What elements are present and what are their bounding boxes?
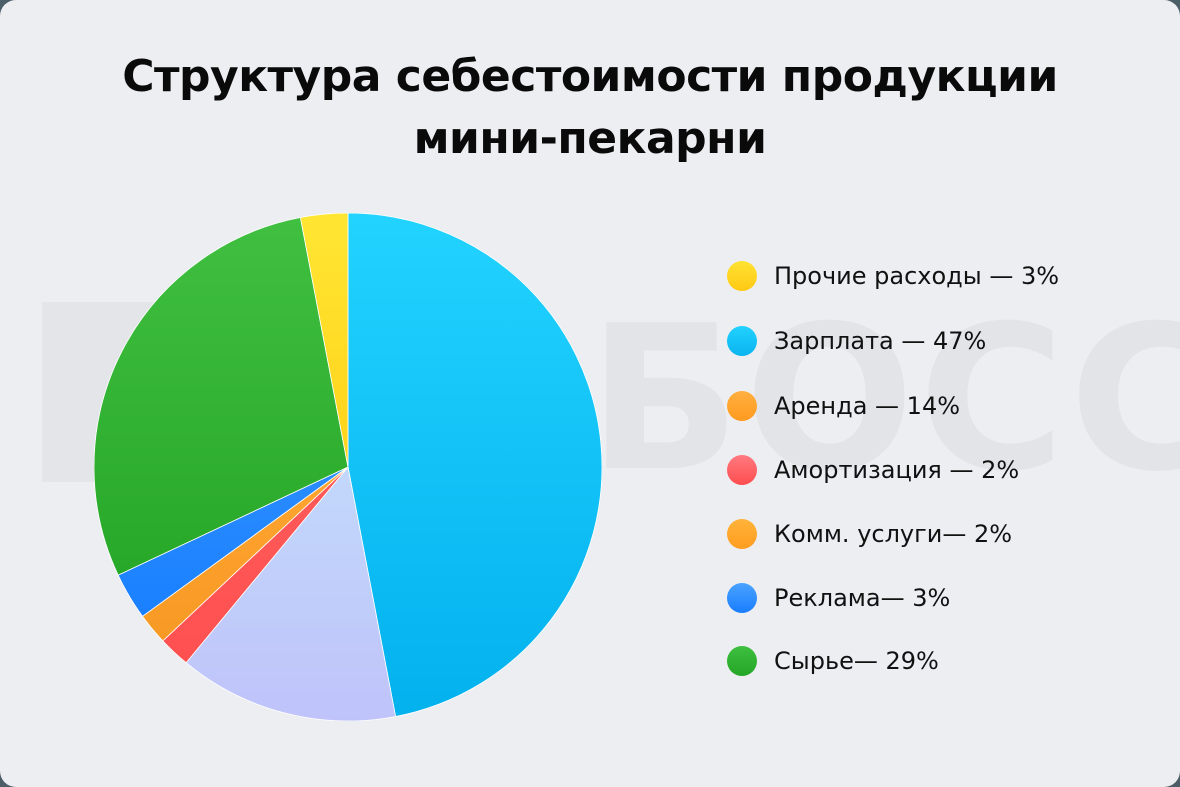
legend-label: Аренда — 14% (774, 392, 961, 420)
legend-label: Амортизация — 2% (774, 456, 1020, 484)
chart-title-line2: мини-пекарни (413, 113, 767, 164)
legend-label: Комм. услуги— 2% (774, 520, 1013, 548)
pie-slice-6 (94, 217, 349, 576)
legend-item: Аренда — 14% (727, 388, 960, 424)
pie-slice-7 (299, 213, 349, 468)
legend-label: Сырье— 29% (774, 647, 939, 675)
legend-label: Реклама— 3% (774, 584, 951, 612)
legend-item: Комм. услуги— 2% (727, 516, 1012, 552)
chart-title-line1: Структура себестоимости продукции (122, 51, 1058, 102)
legend-color-dot-icon (727, 519, 757, 549)
legend-item: Зарплата — 47% (727, 323, 986, 359)
legend-item: Реклама— 3% (727, 580, 950, 616)
legend-color-dot-icon (727, 326, 757, 356)
legend-color-dot-icon (727, 583, 757, 613)
legend-color-dot-icon (727, 646, 757, 676)
legend-color-dot-icon (727, 261, 757, 291)
legend-item: Сырье— 29% (727, 643, 939, 679)
legend-color-dot-icon (727, 455, 757, 485)
legend-color-dot-icon (727, 391, 757, 421)
pie-slice-2 (185, 466, 397, 721)
legend-label: Зарплата — 47% (774, 327, 987, 355)
legend-item: Прочие расходы — 3% (727, 258, 1059, 294)
watermark-label: БОСС (588, 283, 1180, 516)
pie-chart (94, 213, 602, 721)
legend-label: Прочие расходы — 3% (774, 262, 1060, 290)
pie-slice-1 (347, 213, 602, 717)
chart-title: Структура себестоимости продукции мини-п… (0, 46, 1180, 170)
legend-item: Амортизация — 2% (727, 452, 1019, 488)
